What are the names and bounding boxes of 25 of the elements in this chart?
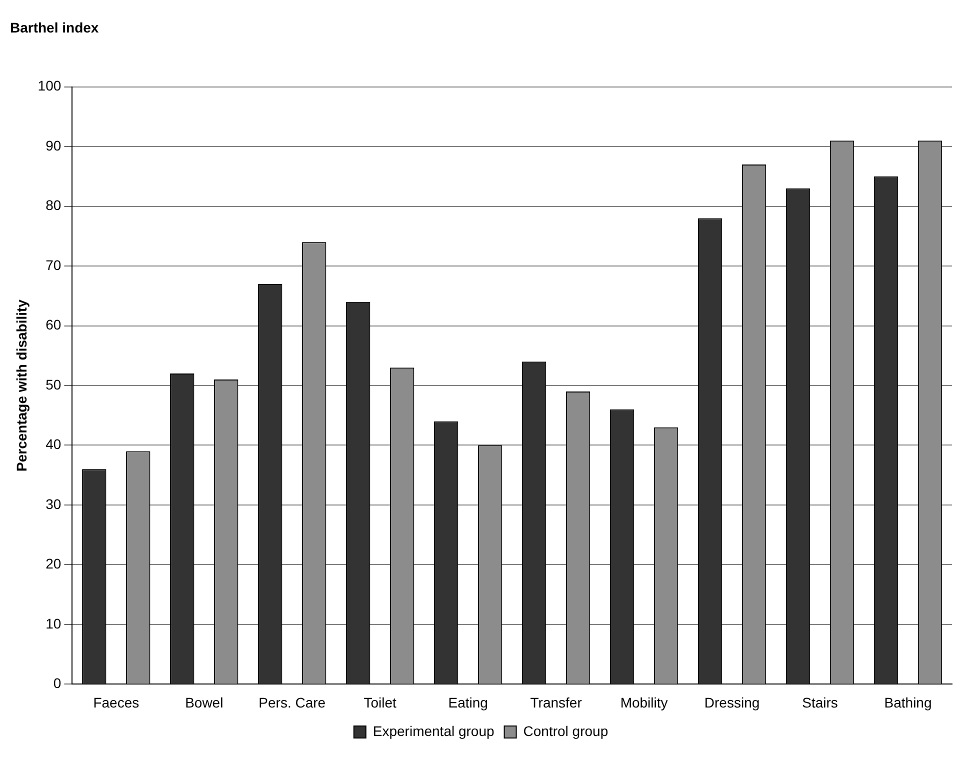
y-tick-label: 60	[46, 316, 62, 333]
x-tick-label: Dressing	[704, 694, 760, 710]
y-tick-label: 100	[38, 78, 62, 94]
x-tick-label: Transfer	[530, 694, 582, 710]
legend-label: Experimental group	[372, 722, 494, 739]
y-tick-label: 70	[46, 256, 62, 273]
y-tick-label: 50	[46, 376, 62, 392]
y-tick-label: 20	[46, 556, 62, 572]
x-tick-label: Toilet	[364, 694, 397, 710]
x-tick-label: Stairs	[802, 694, 838, 710]
x-tick-label: Bowel	[185, 694, 224, 710]
chart-title: Barthel index	[10, 19, 99, 36]
y-axis-title: Percentage with disability	[13, 299, 30, 472]
y-tick-label: 30	[46, 496, 62, 512]
x-tick-label: Eating	[448, 694, 488, 710]
y-tick-label: 90	[46, 137, 62, 154]
legend-label: Control group	[523, 722, 608, 739]
y-tick-label: 10	[46, 615, 62, 632]
x-tick-label: Pers. Care	[258, 694, 326, 710]
y-tick-label: 80	[46, 197, 62, 214]
x-tick-label: Bathing	[884, 694, 932, 710]
y-tick-label: 0	[53, 675, 62, 692]
x-tick-label: Mobility	[620, 694, 668, 710]
y-tick-label: 40	[46, 436, 62, 452]
x-tick-label: Faeces	[93, 694, 140, 710]
